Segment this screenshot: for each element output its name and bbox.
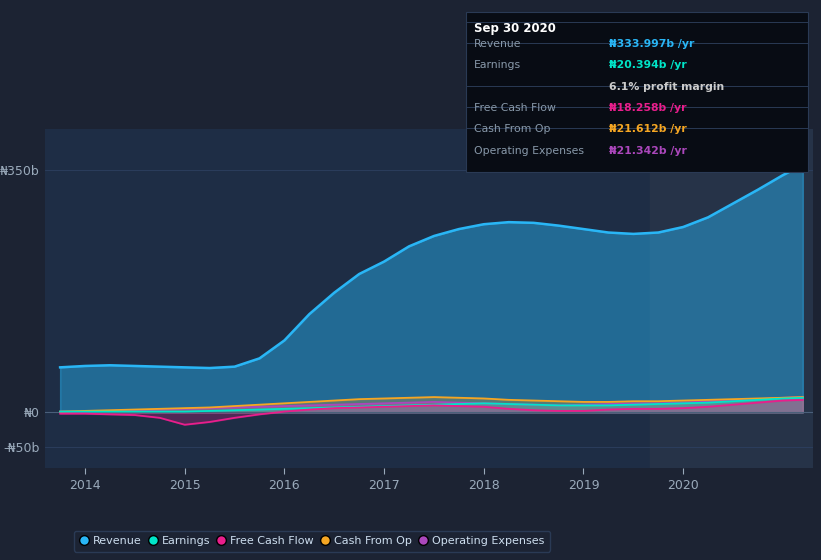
Text: Earnings: Earnings [474,60,521,71]
Text: Sep 30 2020: Sep 30 2020 [474,22,556,35]
Text: Operating Expenses: Operating Expenses [474,146,584,156]
Text: Free Cash Flow: Free Cash Flow [474,103,556,113]
Bar [650,129,813,468]
Text: ₦18.258b /yr: ₦18.258b /yr [609,103,686,113]
Text: ₦20.394b /yr: ₦20.394b /yr [609,60,687,71]
Text: ₦21.342b /yr: ₦21.342b /yr [609,146,687,156]
Text: Revenue: Revenue [474,39,521,49]
Text: Cash From Op: Cash From Op [474,124,550,134]
Text: ₦21.612b /yr: ₦21.612b /yr [609,124,687,134]
Text: ₦333.997b /yr: ₦333.997b /yr [609,39,695,49]
Text: 6.1% profit margin: 6.1% profit margin [609,82,724,92]
Legend: Revenue, Earnings, Free Cash Flow, Cash From Op, Operating Expenses: Revenue, Earnings, Free Cash Flow, Cash … [74,530,550,552]
